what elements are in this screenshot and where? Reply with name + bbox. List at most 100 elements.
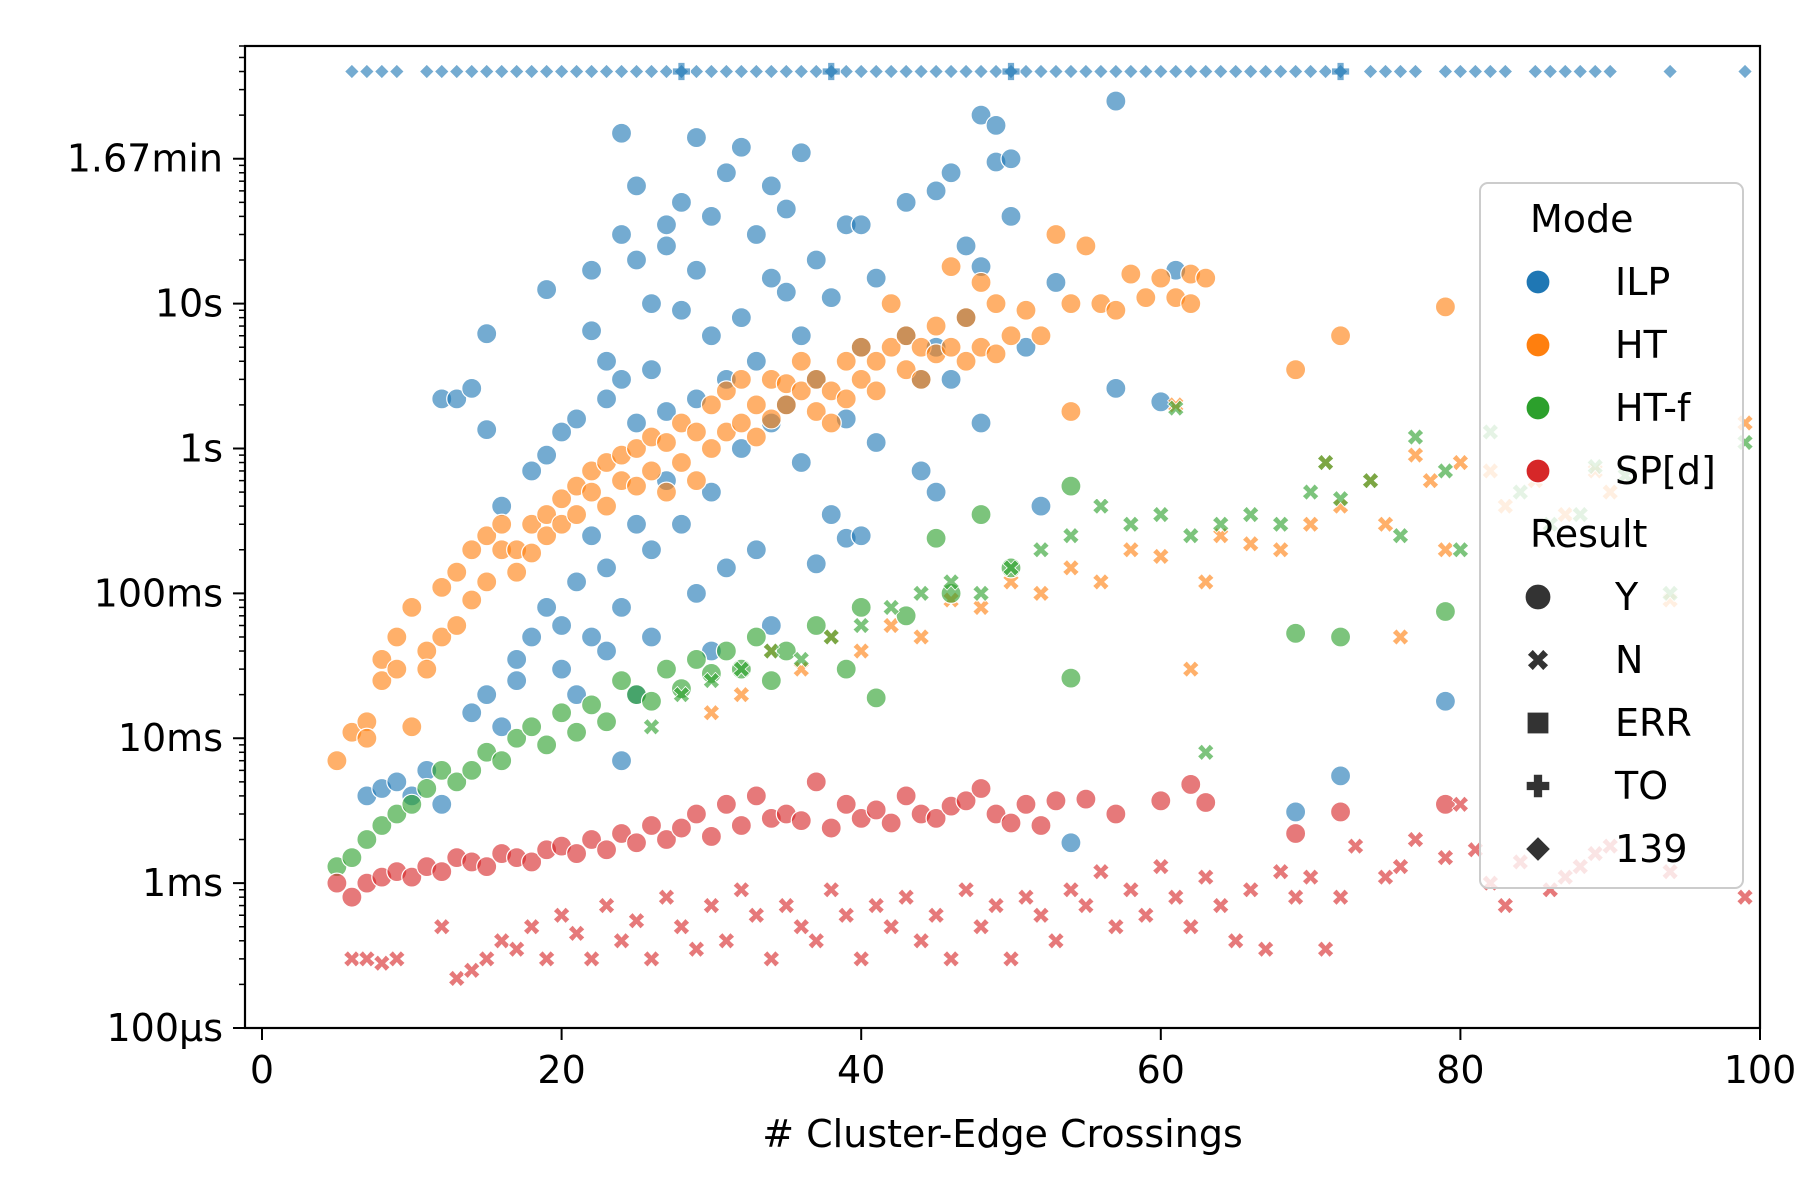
data-point bbox=[341, 886, 363, 908]
data-point bbox=[670, 299, 693, 321]
data-point bbox=[625, 437, 648, 460]
data-point bbox=[359, 63, 375, 80]
data-point bbox=[625, 513, 648, 535]
data-point bbox=[700, 205, 723, 227]
data-point bbox=[1329, 801, 1352, 823]
data-point bbox=[580, 828, 603, 851]
data-point bbox=[865, 431, 887, 454]
data-point bbox=[940, 336, 962, 358]
data-point bbox=[1434, 296, 1457, 318]
data-point bbox=[790, 451, 812, 474]
data-point bbox=[658, 63, 675, 80]
legend-label: TO bbox=[1614, 764, 1668, 808]
data-point bbox=[1032, 584, 1050, 603]
data-point bbox=[1092, 862, 1110, 881]
data-point bbox=[703, 63, 720, 80]
data-point bbox=[1451, 540, 1470, 559]
data-point bbox=[835, 350, 857, 372]
data-point bbox=[1166, 399, 1185, 417]
data-point bbox=[1015, 336, 1037, 358]
data-point bbox=[1015, 793, 1037, 815]
data-point bbox=[1392, 63, 1409, 80]
data-point bbox=[1092, 497, 1110, 515]
data-point bbox=[643, 63, 660, 80]
data-point bbox=[852, 616, 870, 635]
data-point bbox=[927, 906, 945, 925]
y-tick-label: 1ms bbox=[142, 861, 223, 905]
data-point bbox=[1105, 299, 1127, 321]
data-point bbox=[1302, 63, 1319, 80]
y-tick-label: 10ms bbox=[118, 716, 223, 760]
data-point bbox=[835, 793, 857, 815]
data-point bbox=[852, 642, 870, 660]
x-tick-label: 20 bbox=[537, 1048, 585, 1092]
data-point bbox=[1213, 63, 1229, 80]
data-point bbox=[640, 814, 663, 837]
data-point bbox=[850, 596, 872, 619]
data-point bbox=[1122, 880, 1140, 899]
data-point bbox=[1662, 63, 1678, 80]
data-point bbox=[1018, 63, 1034, 80]
data-point bbox=[1331, 62, 1350, 81]
data-point bbox=[386, 626, 408, 648]
data-point bbox=[1285, 622, 1307, 644]
data-point bbox=[882, 917, 900, 936]
data-point bbox=[550, 513, 573, 535]
legend-label: 139 bbox=[1615, 827, 1688, 871]
data-point bbox=[685, 421, 708, 443]
plot-frame bbox=[243, 44, 1762, 1030]
data-point bbox=[925, 180, 947, 202]
data-point bbox=[476, 419, 498, 441]
data-point bbox=[850, 336, 872, 358]
data-point bbox=[1122, 515, 1140, 534]
data-point bbox=[688, 63, 705, 80]
data-point bbox=[912, 584, 930, 603]
data-point bbox=[1183, 63, 1199, 80]
data-point bbox=[567, 924, 586, 943]
data-point bbox=[730, 412, 752, 434]
data-point bbox=[1482, 63, 1499, 80]
data-point bbox=[580, 320, 603, 342]
data-point bbox=[358, 950, 376, 968]
data-point bbox=[506, 727, 528, 749]
data-point bbox=[446, 771, 468, 793]
data-point bbox=[1377, 63, 1394, 80]
data-point bbox=[1153, 63, 1169, 80]
data-point bbox=[987, 896, 1005, 915]
data-point bbox=[1195, 791, 1217, 814]
data-point bbox=[702, 896, 721, 915]
data-point bbox=[479, 63, 495, 80]
data-point bbox=[1030, 325, 1052, 347]
data-point bbox=[1196, 573, 1215, 591]
data-point bbox=[628, 63, 645, 80]
y-tick-label: 10s bbox=[155, 282, 223, 326]
data-point bbox=[685, 648, 708, 671]
data-point bbox=[943, 63, 959, 80]
data-point bbox=[955, 235, 977, 257]
data-point bbox=[461, 702, 483, 724]
data-point bbox=[822, 628, 841, 646]
data-point bbox=[868, 63, 884, 80]
data-point bbox=[1436, 462, 1455, 480]
data-point bbox=[1391, 857, 1410, 876]
data-point bbox=[565, 721, 588, 743]
data-point bbox=[580, 694, 603, 716]
data-point bbox=[431, 793, 453, 815]
data-point bbox=[1285, 801, 1307, 823]
data-point bbox=[449, 63, 465, 80]
data-point bbox=[565, 684, 588, 706]
data-point bbox=[610, 223, 633, 246]
y-tick-label: 100µs bbox=[106, 1006, 223, 1050]
data-point bbox=[805, 771, 827, 793]
data-point bbox=[1497, 63, 1514, 80]
data-point bbox=[1105, 90, 1127, 112]
data-point bbox=[1421, 471, 1440, 490]
data-point bbox=[835, 658, 857, 680]
data-point bbox=[925, 481, 947, 503]
data-point bbox=[550, 702, 573, 724]
data-point bbox=[1572, 63, 1588, 80]
data-point bbox=[597, 896, 616, 915]
data-point bbox=[1030, 814, 1052, 837]
data-point bbox=[880, 293, 902, 315]
data-point bbox=[610, 669, 633, 692]
